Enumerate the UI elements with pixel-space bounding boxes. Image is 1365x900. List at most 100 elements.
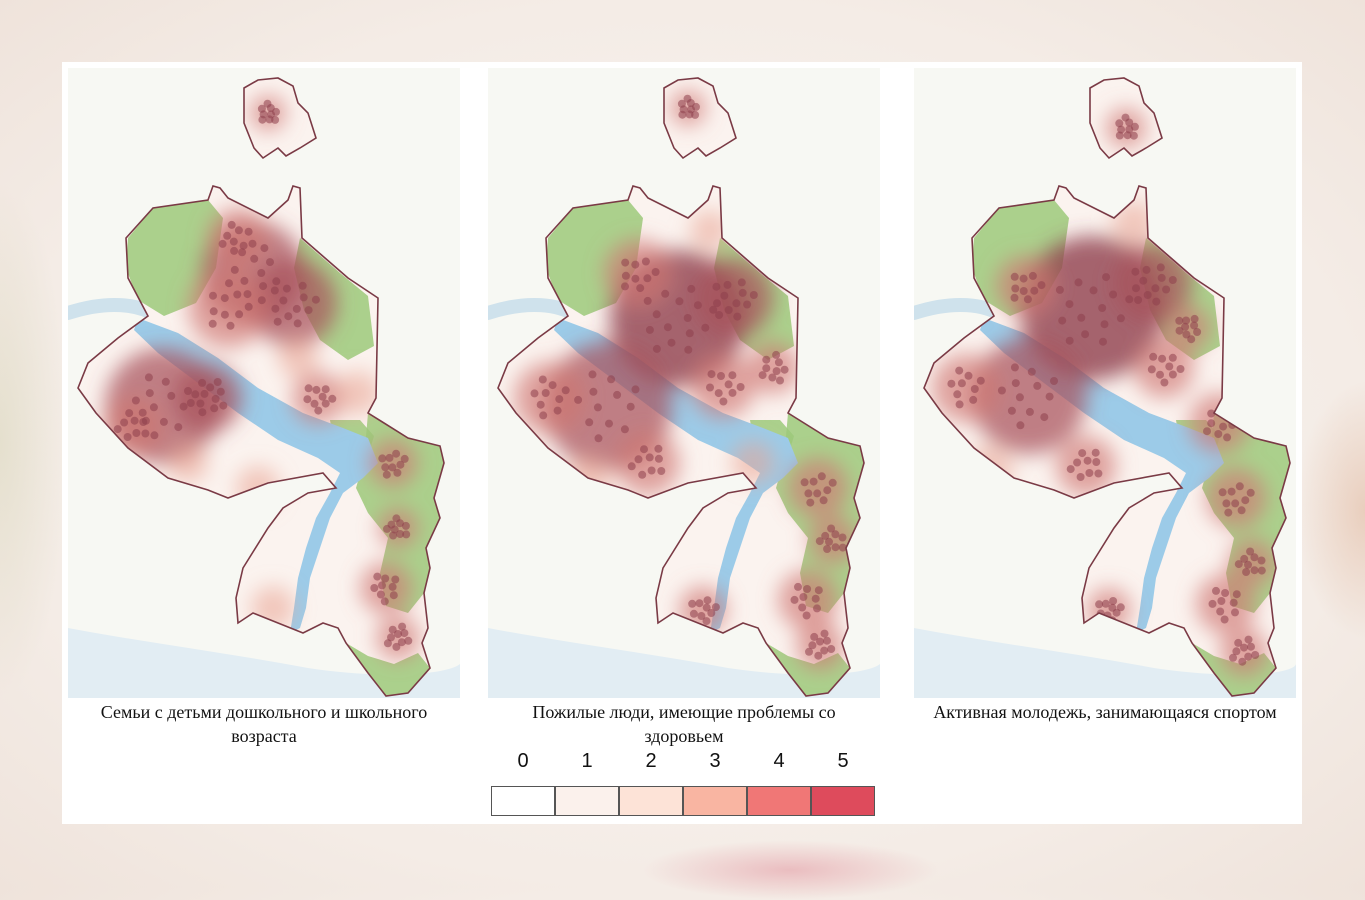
hotspot-dot	[776, 376, 784, 385]
hotspot-dot	[1147, 365, 1156, 374]
hotspot-dot	[198, 408, 207, 417]
hotspot-dot	[385, 453, 394, 462]
hotspot-dot	[1224, 508, 1233, 517]
hotspot-dot	[130, 416, 139, 425]
hotspot-dot	[814, 651, 823, 660]
hotspot-dot	[714, 389, 723, 398]
hotspot-dot	[723, 280, 732, 289]
hotspot-dot	[144, 373, 153, 382]
legend-label-2: 2	[645, 750, 657, 772]
hotspot-dot	[387, 633, 395, 642]
hotspot-dot	[1074, 278, 1083, 287]
heat-spot	[336, 371, 380, 415]
hotspot-dot	[1231, 608, 1239, 617]
hotspot-dot	[997, 386, 1006, 395]
hotspot-dot	[1010, 293, 1019, 302]
hotspot-dots	[947, 113, 1266, 666]
hotspot-dot	[186, 399, 195, 407]
hotspot-dot	[645, 453, 654, 462]
park-area	[766, 643, 850, 696]
hotspot-dot	[667, 338, 676, 347]
hotspot-dot	[631, 274, 640, 283]
hotspot-dot	[225, 279, 233, 288]
hotspot-dot	[259, 282, 268, 291]
hotspot-dot	[738, 288, 747, 297]
hotspot-dot	[953, 390, 962, 399]
hotspot-dot	[621, 282, 629, 291]
hotspot-dot	[270, 286, 279, 295]
hotspot-dot	[1132, 284, 1140, 293]
hotspot-dot	[376, 590, 385, 599]
hotspot-dot	[621, 258, 630, 267]
hotspot-dot	[654, 444, 663, 453]
heat-spot	[1134, 338, 1194, 398]
hotspot-dot	[548, 381, 557, 390]
hotspot-dot	[230, 265, 239, 274]
hotspot-dot	[258, 115, 267, 124]
hotspot-dot	[687, 284, 696, 293]
hotspot-dot	[378, 454, 387, 463]
hotspot-dot	[398, 622, 407, 631]
hotspot-dot	[817, 472, 826, 481]
hotspot-dot	[772, 367, 781, 376]
hotspot-dot	[827, 524, 836, 533]
hotspot-dot	[749, 291, 758, 299]
hotspot-dot	[811, 594, 820, 603]
hotspot-dot	[538, 375, 547, 384]
hotspot-dot	[717, 372, 725, 380]
legend-swatch-4	[747, 786, 811, 816]
hotspot-dot	[638, 470, 647, 479]
heat-spot	[369, 439, 417, 487]
hotspot-dot	[1168, 353, 1177, 362]
legend: 0 1 2 3 4 5	[490, 750, 882, 816]
hotspot-dot	[210, 404, 219, 413]
hotspot-dot	[1023, 295, 1032, 304]
hotspot-dot	[1076, 473, 1085, 481]
hotspot-dot	[712, 282, 721, 291]
hotspot-dot	[728, 388, 737, 397]
hotspot-dot	[701, 323, 710, 332]
heatmap-families	[68, 68, 460, 698]
hotspot-dot	[273, 317, 282, 326]
hotspot-dot	[1098, 304, 1107, 312]
hotspot-dot	[969, 395, 978, 404]
hotspot-dot	[213, 378, 222, 386]
hotspot-dot	[736, 383, 745, 391]
hotspot-dot	[272, 107, 280, 116]
hotspot-dot	[641, 257, 650, 266]
hotspot-dot	[691, 110, 700, 119]
hotspot-dot	[585, 418, 594, 427]
hotspot-dot	[381, 574, 390, 583]
hotspot-dot	[1116, 603, 1125, 612]
hotspot-dot	[1089, 286, 1098, 295]
hotspot-dot	[1242, 568, 1251, 576]
hotspot-dot	[1081, 330, 1090, 339]
hotspot-dot	[1094, 469, 1103, 478]
heat-spot	[996, 256, 1056, 316]
heat-spot	[1196, 574, 1256, 634]
hotspot-dot	[620, 425, 629, 434]
heat-spot	[208, 208, 268, 268]
hotspot-dot	[685, 329, 694, 338]
hotspot-dot	[200, 389, 209, 398]
hotspot-dot	[1257, 566, 1266, 575]
hotspot-dot	[234, 226, 243, 235]
hotspot-dot	[226, 321, 235, 330]
hotspot-dot	[688, 599, 697, 608]
hotspot-dot	[1095, 600, 1104, 609]
hotspot-dot	[1181, 322, 1190, 331]
hotspot-dot	[282, 284, 291, 293]
hotspot-dot	[216, 387, 225, 396]
hotspot-dot	[816, 637, 824, 646]
north-district-boundary	[243, 77, 317, 160]
hotspot-dot	[179, 402, 188, 411]
hotspot-dot	[1234, 638, 1243, 647]
hotspot-dot	[810, 632, 819, 641]
hotspot-dot	[219, 401, 228, 410]
hotspot-dot	[957, 379, 966, 388]
hotspot-dot	[312, 385, 321, 394]
heat-spot	[1206, 468, 1266, 528]
hotspot-dot	[1216, 607, 1225, 616]
hotspot-dot	[713, 299, 721, 308]
hotspot-dot	[311, 295, 320, 304]
